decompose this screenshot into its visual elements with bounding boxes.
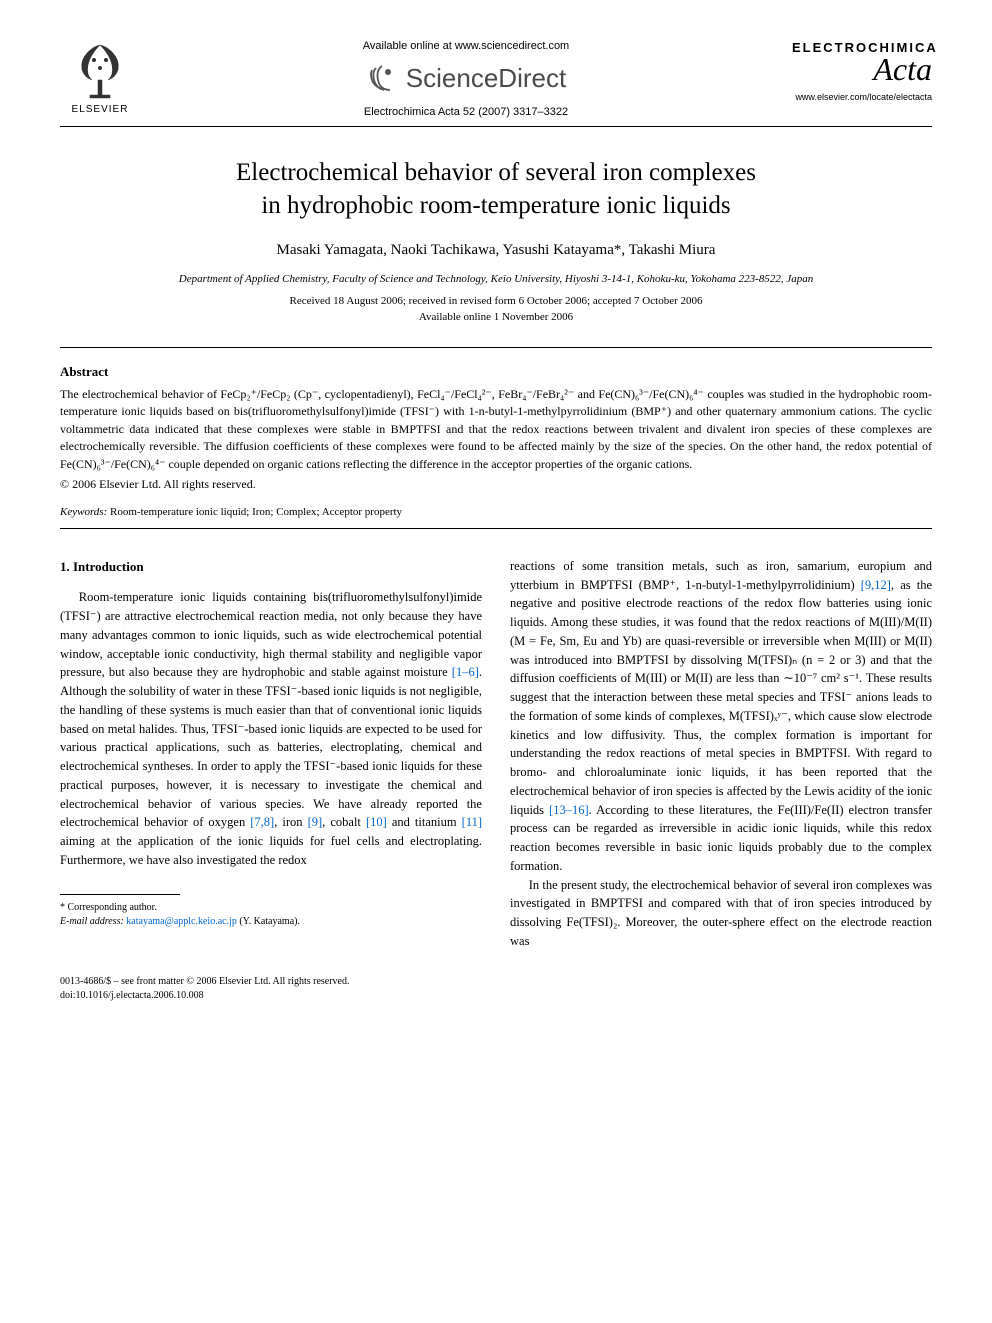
email-line: E-mail address: katayama@applc.keio.ac.j… bbox=[60, 915, 482, 929]
email-label: E-mail address: bbox=[60, 916, 126, 927]
available-online-text: Available online at www.sciencedirect.co… bbox=[363, 40, 569, 52]
section-1-heading: 1. Introduction bbox=[60, 557, 482, 577]
article-title: Electrochemical behavior of several iron… bbox=[60, 157, 932, 222]
p1a: Room-temperature ionic liquids containin… bbox=[60, 590, 482, 679]
affiliation: Department of Applied Chemistry, Faculty… bbox=[60, 273, 932, 285]
column-left: 1. Introduction Room-temperature ionic l… bbox=[60, 557, 482, 951]
ref-9[interactable]: [9] bbox=[308, 815, 323, 829]
sciencedirect-logo: ScienceDirect bbox=[366, 62, 566, 94]
journal-logo: ELECTROCHIMICA Acta www.elsevier.com/loc… bbox=[792, 40, 932, 102]
title-line-1: Electrochemical behavior of several iron… bbox=[236, 159, 756, 186]
corresponding-author-footnote: * Corresponding author. E-mail address: … bbox=[60, 901, 482, 929]
email-tail: (Y. Katayama). bbox=[237, 916, 300, 927]
journal-url: www.elsevier.com/locate/electacta bbox=[792, 92, 932, 102]
center-header: Available online at www.sciencedirect.co… bbox=[140, 40, 792, 118]
p1c: , iron bbox=[274, 815, 307, 829]
page-footer: 0013-4686/$ – see front matter © 2006 El… bbox=[60, 975, 932, 1003]
elsevier-label: ELSEVIER bbox=[72, 104, 129, 115]
intro-paragraph-1-left: Room-temperature ionic liquids containin… bbox=[60, 588, 482, 869]
p2b: , as the negative and positive electrode… bbox=[510, 578, 932, 817]
corresponding-label: * Corresponding author. bbox=[60, 901, 482, 915]
header-rule bbox=[60, 126, 932, 127]
ref-10[interactable]: [10] bbox=[366, 815, 387, 829]
abstract-body: The electrochemical behavior of FeCp₂⁺/F… bbox=[60, 387, 932, 471]
intro-paragraph-1-right: reactions of some transition metals, suc… bbox=[510, 557, 932, 876]
ref-13-16[interactable]: [13–16] bbox=[549, 803, 589, 817]
column-right: reactions of some transition metals, suc… bbox=[510, 557, 932, 951]
keywords: Keywords: Room-temperature ionic liquid;… bbox=[60, 506, 932, 518]
p1f: aiming at the application of the ionic l… bbox=[60, 834, 482, 867]
authors-list: Masaki Yamagata, Naoki Tachikawa, Yasush… bbox=[60, 242, 932, 259]
p1e: and titanium bbox=[387, 815, 462, 829]
journal-reference: Electrochimica Acta 52 (2007) 3317–3322 bbox=[364, 106, 568, 118]
footer-line-2: doi:10.1016/j.electacta.2006.10.008 bbox=[60, 989, 932, 1003]
email-address[interactable]: katayama@applc.keio.ac.jp bbox=[126, 916, 237, 927]
journal-name-bottom: Acta bbox=[792, 55, 932, 84]
ref-9-12[interactable]: [9,12] bbox=[861, 578, 891, 592]
p1b: . Although the solubility of water in th… bbox=[60, 665, 482, 829]
page-header: ELSEVIER Available online at www.science… bbox=[60, 40, 932, 118]
ref-1-6[interactable]: [1–6] bbox=[452, 665, 479, 679]
keywords-label: Keywords: bbox=[60, 506, 107, 518]
elsevier-tree-icon bbox=[70, 40, 130, 100]
available-date: Available online 1 November 2006 bbox=[60, 311, 932, 323]
abstract-bottom-rule bbox=[60, 528, 932, 529]
abstract-copyright: © 2006 Elsevier Ltd. All rights reserved… bbox=[60, 477, 932, 492]
ref-7-8[interactable]: [7,8] bbox=[250, 815, 274, 829]
title-line-2: in hydrophobic room-temperature ionic li… bbox=[261, 192, 730, 219]
elsevier-logo: ELSEVIER bbox=[60, 40, 140, 115]
body-columns: 1. Introduction Room-temperature ionic l… bbox=[60, 557, 932, 951]
abstract-text: The electrochemical behavior of FeCp₂⁺/F… bbox=[60, 386, 932, 473]
sciencedirect-icon bbox=[366, 62, 398, 94]
footer-line-1: 0013-4686/$ – see front matter © 2006 El… bbox=[60, 975, 932, 989]
keywords-text: Room-temperature ionic liquid; Iron; Com… bbox=[107, 506, 402, 518]
received-dates: Received 18 August 2006; received in rev… bbox=[60, 295, 932, 307]
abstract-top-rule bbox=[60, 347, 932, 348]
ref-11[interactable]: [11] bbox=[462, 815, 482, 829]
footnote-separator bbox=[60, 894, 180, 895]
abstract-heading: Abstract bbox=[60, 364, 932, 380]
sciencedirect-text: ScienceDirect bbox=[406, 63, 566, 94]
intro-paragraph-2: In the present study, the electrochemica… bbox=[510, 876, 932, 951]
p1d: , cobalt bbox=[322, 815, 366, 829]
